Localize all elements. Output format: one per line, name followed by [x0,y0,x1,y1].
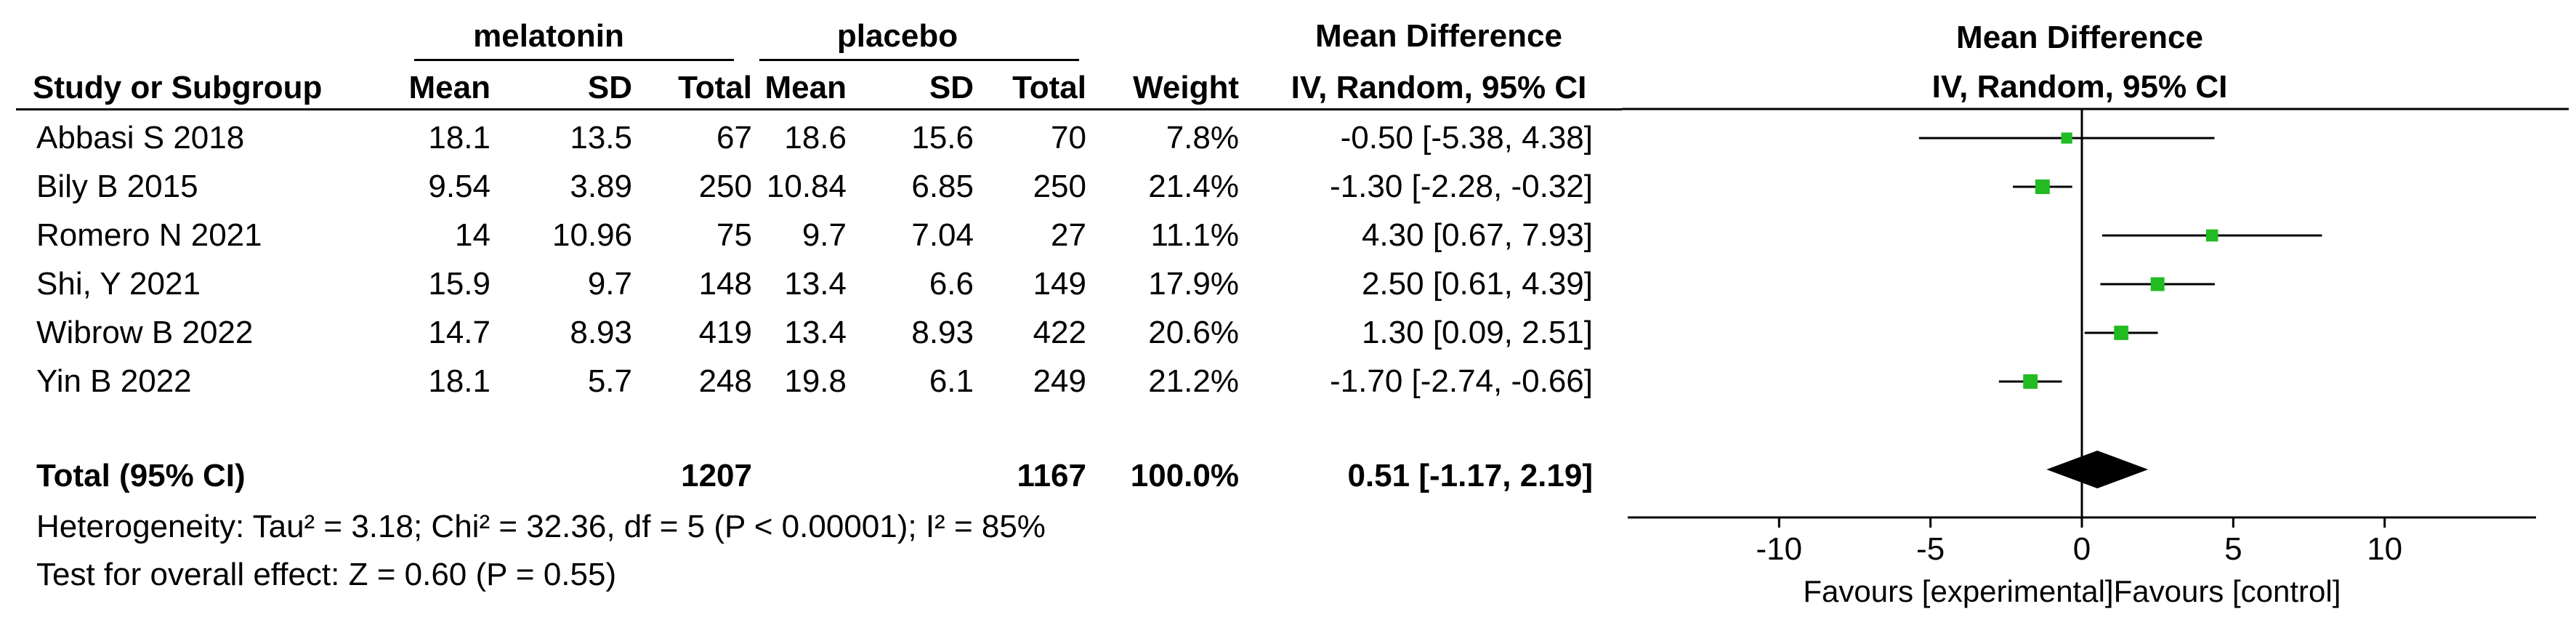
sd1-cell: 9.7 [587,266,632,302]
effect-marker [2150,277,2165,291]
sd2-header: SD [929,70,974,105]
total1-cell: 248 [698,363,752,399]
favours-right-label: Favours [control] [2114,574,2341,608]
group1-header: melatonin [473,18,624,54]
total1-cell: 419 [698,315,752,350]
effect-marker [2061,132,2072,144]
group2-underline [759,59,1079,61]
mean1-cell: 15.9 [428,266,490,302]
study-name: Shi, Y 2021 [36,266,201,302]
mean1-cell: 18.1 [428,120,490,156]
ci-cell: -0.50 [-5.38, 4.38] [1340,120,1593,156]
mean1-header: Mean [408,70,490,105]
sd2-cell: 6.1 [929,363,974,399]
ci-cell: -1.70 [-2.74, -0.66] [1330,363,1593,399]
ci-cell: 2.50 [0.61, 4.39] [1361,266,1593,302]
study-name: Wibrow B 2022 [36,315,254,350]
ci-cell: -1.30 [-2.28, -0.32] [1330,169,1593,204]
total1-cell: 75 [716,217,752,253]
weight-cell: 21.4% [1148,169,1239,204]
plot-title: Mean Difference [1956,20,2203,55]
total1-header: Total [678,70,752,105]
study-markers [1918,132,2322,389]
study-name: Bily B 2015 [36,169,198,204]
mean2-header: Mean [764,70,847,105]
total-ci: 0.51 [-1.17, 2.19] [1347,458,1593,493]
total2-cell: 70 [1051,120,1086,156]
effect-marker [2035,180,2050,194]
mean2-cell: 13.4 [784,315,847,350]
sd2-cell: 15.6 [911,120,974,156]
total2-cell: 422 [1033,315,1086,350]
x-tick-label: 0 [2073,531,2091,567]
mean2-cell: 18.6 [784,120,847,156]
mean1-cell: 9.54 [428,169,490,204]
effect-marker [2114,326,2129,340]
sd1-cell: 3.89 [570,169,632,204]
total1-sum: 1207 [681,458,752,493]
total2-cell: 149 [1033,266,1086,302]
x-axis-ticks: -10 -5 0 5 10 [1756,517,2402,567]
mean1-cell: 18.1 [428,363,490,399]
ci-cell: 1.30 [0.09, 2.51] [1361,315,1593,350]
group1-underline [414,59,734,61]
mean1-cell: 14 [455,217,490,253]
sd1-cell: 10.96 [552,217,633,253]
study-name: Yin B 2022 [36,363,192,399]
sd1-cell: 5.7 [587,363,632,399]
sd2-cell: 7.04 [911,217,974,253]
heterogeneity-text: Heterogeneity: Tau² = 3.18; Chi² = 32.36… [36,509,1046,544]
favours-left-label: Favours [experimental] [1803,574,2113,608]
x-tick-label: 10 [2367,531,2402,567]
total-weight: 100.0% [1130,458,1239,493]
total2-cell: 27 [1051,217,1086,253]
x-tick-label: -10 [1756,531,1803,567]
mean2-cell: 9.7 [802,217,847,253]
mean2-cell: 13.4 [784,266,847,302]
pooled-diamond [2046,451,2149,488]
group2-header: placebo [836,18,958,54]
plot-method: IV, Random, 95% CI [1932,69,2228,105]
mean1-cell: 14.7 [428,315,490,350]
forest-table: melatonin placebo Mean Difference Study … [16,18,1622,592]
effect-header: Mean Difference [1315,18,1562,54]
total1-cell: 250 [698,169,752,204]
method-header: IV, Random, 95% CI [1291,70,1587,105]
weight-cell: 20.6% [1148,315,1239,350]
header-rule [16,108,1622,110]
total2-header: Total [1012,70,1086,105]
sd1-header: SD [587,70,632,105]
sd1-cell: 13.5 [570,120,632,156]
sd2-cell: 8.93 [911,315,974,350]
total1-cell: 148 [698,266,752,302]
weight-cell: 7.8% [1166,120,1239,156]
total1-cell: 67 [716,120,752,156]
weight-header: Weight [1133,70,1239,105]
total-label: Total (95% CI) [36,458,246,493]
overall-effect-text: Test for overall effect: Z = 0.60 (P = 0… [36,557,617,592]
sd2-cell: 6.6 [929,266,974,302]
study-name: Abbasi S 2018 [36,120,245,156]
total2-sum: 1167 [1017,458,1086,493]
effect-marker [2023,374,2038,389]
sd2-cell: 6.85 [911,169,974,204]
total2-cell: 249 [1033,363,1086,399]
weight-cell: 11.1% [1150,217,1240,253]
effect-marker [2205,229,2218,242]
weight-cell: 17.9% [1148,266,1239,302]
weight-cell: 21.2% [1148,363,1239,399]
x-tick-label: -5 [1916,531,1945,567]
x-tick-label: 5 [2224,531,2242,567]
study-name: Romero N 2021 [36,217,262,253]
mean2-cell: 19.8 [784,363,847,399]
total2-cell: 250 [1033,169,1086,204]
ci-cell: 4.30 [0.67, 7.93] [1361,217,1593,253]
study-column-header: Study or Subgroup [33,70,323,105]
mean2-cell: 10.84 [766,169,847,204]
sd1-cell: 8.93 [570,315,632,350]
